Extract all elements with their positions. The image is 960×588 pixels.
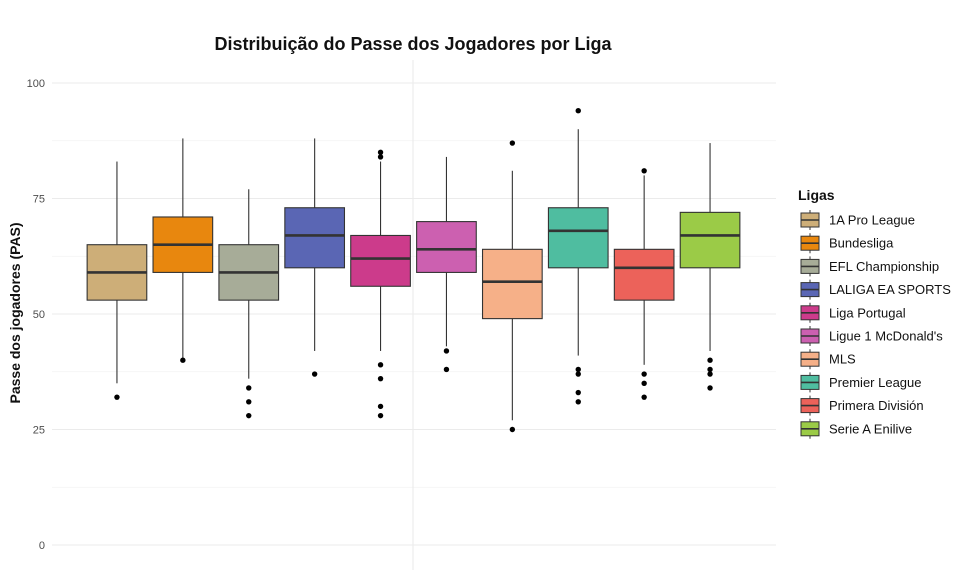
- outlier-point: [246, 385, 252, 391]
- outlier-point: [377, 412, 384, 419]
- outlier-point: [180, 357, 186, 363]
- legend-item: Liga Portugal: [800, 302, 906, 323]
- legend-label: Serie A Enilive: [829, 421, 912, 436]
- outlier-point: [246, 412, 252, 419]
- y-tick-label: 75: [33, 194, 45, 206]
- outlier-point: [641, 168, 647, 174]
- iqr-box: [350, 234, 411, 287]
- outlier-point: [575, 399, 581, 405]
- outlier-point: [377, 154, 384, 160]
- legend-title: Ligas: [798, 187, 835, 203]
- grid-layer: 0 25 50 75 100: [27, 60, 776, 570]
- legend-item: Bundesliga: [800, 233, 894, 254]
- outlier-point: [575, 371, 581, 377]
- legend-label: Ligue 1 McDonald's: [829, 329, 943, 344]
- box-serie-a-enilive: [679, 143, 741, 391]
- legend-item: Premier League: [800, 372, 922, 393]
- outlier-point: [509, 140, 516, 146]
- outlier-point: [707, 385, 713, 391]
- box-primera-divisi-n: [613, 168, 675, 400]
- box-ligue-1-mcdonald-s: [416, 156, 477, 373]
- legend-label: Liga Portugal: [829, 305, 906, 320]
- outlier-point: [114, 394, 120, 400]
- outlier-point: [377, 375, 384, 382]
- outlier-point: [575, 108, 581, 114]
- iqr-box: [481, 248, 543, 320]
- outlier-point: [377, 362, 384, 368]
- legend-label: EFL Championship: [829, 259, 939, 274]
- outlier-point: [707, 371, 713, 377]
- outlier-point: [246, 399, 252, 405]
- y-tick-label: 100: [27, 78, 45, 90]
- outlier-point: [707, 366, 713, 373]
- legend-label: 1A Pro League: [829, 213, 915, 228]
- outlier-point: [641, 380, 647, 386]
- outlier-point: [641, 371, 647, 377]
- legend-item: Ligue 1 McDonald's: [800, 326, 943, 346]
- y-axis-label: Passe dos jogadores (PAS): [7, 222, 23, 403]
- outlier-point: [641, 394, 647, 400]
- legend-label: Bundesliga: [829, 236, 894, 251]
- y-tick-label: 25: [33, 425, 45, 437]
- outlier-point: [443, 366, 450, 373]
- legend-label: Primera División: [829, 398, 924, 413]
- outlier-point: [509, 426, 516, 433]
- box-1a-pro-league: [86, 161, 148, 400]
- box-bundesliga: [152, 138, 214, 363]
- iqr-box: [679, 211, 741, 269]
- box-liga-portugal: [350, 149, 411, 419]
- iqr-box: [416, 221, 477, 273]
- outlier-point: [443, 348, 450, 354]
- outlier-point: [377, 403, 384, 410]
- legend-item: 1A Pro League: [800, 210, 915, 230]
- legend-label: Premier League: [829, 375, 922, 390]
- iqr-box: [613, 248, 675, 301]
- outlier-point: [575, 389, 581, 396]
- y-tick-label: 50: [33, 309, 45, 321]
- legend-label: LALIGA EA SPORTS: [829, 282, 951, 297]
- iqr-box: [547, 207, 609, 269]
- y-tick-label: 0: [39, 540, 45, 552]
- legend-item: Primera División: [800, 395, 924, 416]
- legend-item: MLS: [800, 349, 856, 370]
- box-premier-league: [547, 108, 609, 405]
- legend-item: EFL Championship: [800, 256, 939, 277]
- box-laliga-ea-sports: [284, 138, 346, 377]
- box-efl-championship: [218, 189, 280, 419]
- legend-label: MLS: [829, 352, 856, 367]
- outlier-point: [575, 366, 581, 373]
- outlier-point: [311, 371, 318, 377]
- iqr-box: [284, 207, 346, 269]
- outlier-point: [377, 149, 384, 155]
- legend-item: LALIGA EA SPORTS: [800, 279, 951, 300]
- box-mls: [481, 140, 543, 433]
- legend-item: Serie A Enilive: [800, 418, 912, 439]
- outlier-point: [707, 357, 713, 363]
- boxes-layer: [86, 108, 741, 433]
- legend: Ligas 1A Pro League Bundesliga EFL Champion…: [798, 187, 951, 439]
- chart-title: Distribuição do Passe dos Jogadores por …: [214, 34, 612, 54]
